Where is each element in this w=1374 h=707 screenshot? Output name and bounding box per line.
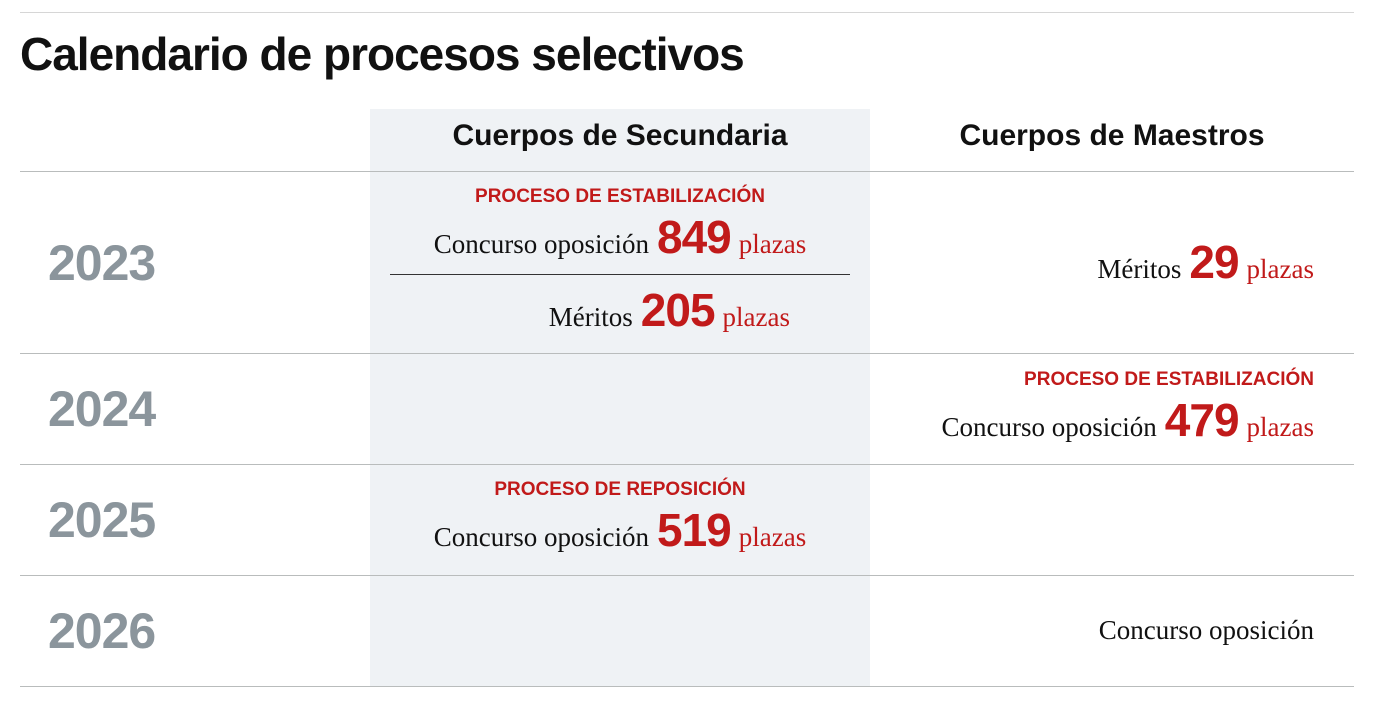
entry-type: Concurso oposición <box>434 229 649 260</box>
process-label: PROCESO DE ESTABILIZACIÓN <box>390 186 850 208</box>
top-rule <box>20 12 1354 13</box>
entry-type: Méritos <box>1097 254 1181 285</box>
entry-type: Concurso oposición <box>1099 615 1314 646</box>
entry-count: 205 <box>641 283 715 337</box>
entry-count: 479 <box>1165 393 1239 447</box>
cell-2026-maestros: Concurso oposición <box>870 575 1354 687</box>
cell-2026-secundaria <box>370 575 870 687</box>
plazas-label: plazas <box>723 302 790 333</box>
plazas-label: plazas <box>739 229 806 260</box>
cell-2025-secundaria: PROCESO DE REPOSICIÓN Concurso oposición… <box>370 464 870 575</box>
entry-count: 519 <box>657 503 731 557</box>
cell-2025-maestros <box>870 464 1354 575</box>
cell-2024-secundaria <box>370 353 870 464</box>
entry-type: Concurso oposición <box>942 412 1157 443</box>
plazas-label: plazas <box>739 522 806 553</box>
year-label: 2024 <box>48 380 155 438</box>
page-title: Calendario de procesos selectivos <box>20 27 1354 81</box>
entry-count: 849 <box>657 210 731 264</box>
calendar-table: Cuerpos de Secundaria Cuerpos de Maestro… <box>20 109 1354 687</box>
inner-divider <box>390 274 850 275</box>
plazas-label: plazas <box>1247 412 1314 443</box>
plazas-label: plazas <box>1247 254 1314 285</box>
year-label: 2026 <box>48 602 155 660</box>
year-cell-2026: 2026 <box>20 575 370 687</box>
column-header-maestros: Cuerpos de Maestros <box>870 109 1354 171</box>
year-cell-2024: 2024 <box>20 353 370 464</box>
year-cell-2025: 2025 <box>20 464 370 575</box>
year-cell-2023: 2023 <box>20 171 370 353</box>
entry-type: Concurso oposición <box>434 522 649 553</box>
year-label: 2023 <box>48 234 155 292</box>
cell-2023-maestros: Méritos 29 plazas <box>870 171 1354 353</box>
process-label: PROCESO DE REPOSICIÓN <box>390 479 850 501</box>
year-label: 2025 <box>48 491 155 549</box>
cell-2023-secundaria: PROCESO DE ESTABILIZACIÓN Concurso oposi… <box>370 171 870 353</box>
process-label: PROCESO DE ESTABILIZACIÓN <box>1024 369 1314 391</box>
header-empty <box>20 109 370 171</box>
column-header-secundaria: Cuerpos de Secundaria <box>370 109 870 171</box>
cell-2024-maestros: PROCESO DE ESTABILIZACIÓN Concurso oposi… <box>870 353 1354 464</box>
entry-type: Méritos <box>549 302 633 333</box>
entry-count: 29 <box>1189 235 1238 289</box>
